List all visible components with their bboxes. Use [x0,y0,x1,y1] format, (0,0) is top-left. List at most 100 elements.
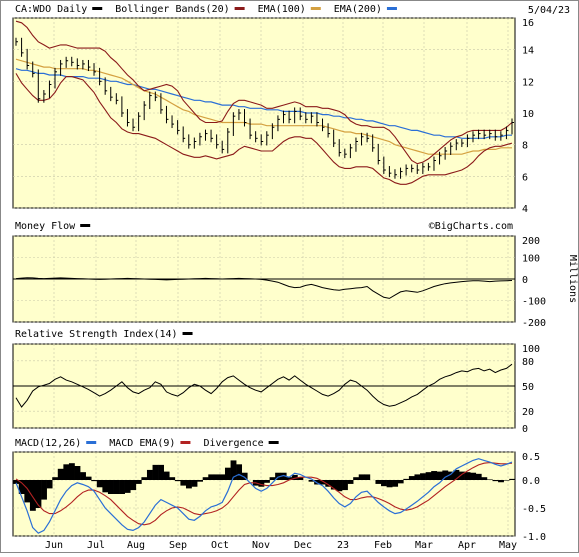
ema200-line [15,68,512,139]
panel-1-background [12,17,516,209]
divergence-bar [91,480,98,482]
divergence-bar [102,480,109,493]
money-flow-ylabel: Millions [567,255,578,303]
divergence-bar [459,471,465,480]
legend-label: MACD EMA(9) [109,438,175,449]
divergence-bar [174,480,181,482]
divergence-bar [453,469,460,480]
macd-line [15,458,513,534]
x-tick-label: Nov [252,540,270,551]
divergence-bar [107,480,114,494]
legend-swatch [268,441,279,444]
divergence-bar [403,478,410,480]
divergence-bars [13,460,516,511]
legend-label: Bollinger Bands(20) [115,4,229,15]
y-tick-label: 20 [522,407,534,418]
divergence-bar [470,472,477,480]
y-tick-label: -1.0 [522,532,546,543]
y-tick-label: 50 [522,382,534,393]
x-tick-label: May [499,540,517,551]
divergence-bar [258,480,265,487]
watermark: ©BigCharts.com [429,221,513,232]
divergence-bar [96,480,103,488]
divergence-bar [486,479,493,480]
divergence-bar [152,464,159,480]
divergence-bar [158,464,164,480]
divergence-bar [113,480,120,494]
divergence-bar [185,480,192,489]
divergence-bar [135,480,142,484]
divergence-bar [208,474,215,480]
divergence-bar [286,477,293,480]
x-tick-label: Dec [294,540,312,551]
divergence-bar [124,480,131,493]
divergence-bar [353,477,360,480]
divergence-bar [29,480,36,511]
y-tick-label: 12 [522,77,534,88]
divergence-bar [169,477,176,480]
divergence-bar [386,480,393,488]
y-tick-label: 100 [522,344,540,355]
y-tick-label: 100 [522,254,540,265]
x-tick-label: Oct [211,540,229,551]
money-flow-line [15,277,513,299]
x-tick-label: Mar [415,540,433,551]
divergence-bar [420,473,426,480]
divergence-bar [80,472,86,480]
y-tick-label: -100 [522,297,546,308]
divergence-bar [330,480,337,490]
divergence-bar [275,472,282,480]
divergence-bar [197,480,203,482]
divergence-bar [74,466,81,480]
divergence-bar [219,474,226,480]
ema100-line [15,58,512,155]
divergence-bar [163,471,170,480]
divergence-bar [408,476,415,480]
divergence-bar [68,463,75,480]
legend-label: Divergence [203,438,263,449]
divergence-bar [492,480,499,482]
bollinger-lower-line [15,73,513,185]
divergence-bar [509,478,516,480]
y-tick-label: 200 [522,236,540,247]
legend-swatch [86,441,97,444]
legend-label: Money Flow [15,221,76,232]
divergence-bar [358,474,365,480]
divergence-bar [130,480,137,491]
divergence-bar [381,480,387,487]
divergence-bar [342,480,348,491]
divergence-bar [447,471,454,480]
x-tick-label: 23 [337,540,349,551]
y-tick-label: -0.5 [522,504,546,515]
divergence-bar [319,480,326,485]
x-tick-label: Sep [169,540,187,551]
divergence-bar [425,472,432,480]
divergence-bar [41,480,47,500]
divergence-bar [52,477,59,480]
divergence-bar [392,480,399,487]
divergence-bar [297,477,304,480]
legend-swatch [310,7,321,10]
y-tick-label: 0 [522,424,528,435]
y-tick-label: 0.5 [522,452,540,463]
divergence-bar [280,472,287,480]
divergence-bar [57,468,64,480]
x-tick-label: Feb [374,540,392,551]
legend-swatch [182,332,193,335]
date-label: 5/04/23 [528,5,570,16]
divergence-bar [13,480,20,484]
divergence-bar [24,480,31,503]
legend-label: EMA(200) [334,4,382,15]
legend-swatch [80,224,91,227]
divergence-bar [364,474,371,480]
panel-4-background [12,451,516,537]
legend-label: EMA(100) [258,4,306,15]
divergence-bar [241,472,248,480]
divergence-bar [269,477,276,480]
divergence-bar [230,460,237,480]
y-tick-label: -200 [522,318,546,329]
price-bars [15,37,514,179]
y-tick-label: 0 [522,275,528,286]
divergence-bar [119,480,125,494]
